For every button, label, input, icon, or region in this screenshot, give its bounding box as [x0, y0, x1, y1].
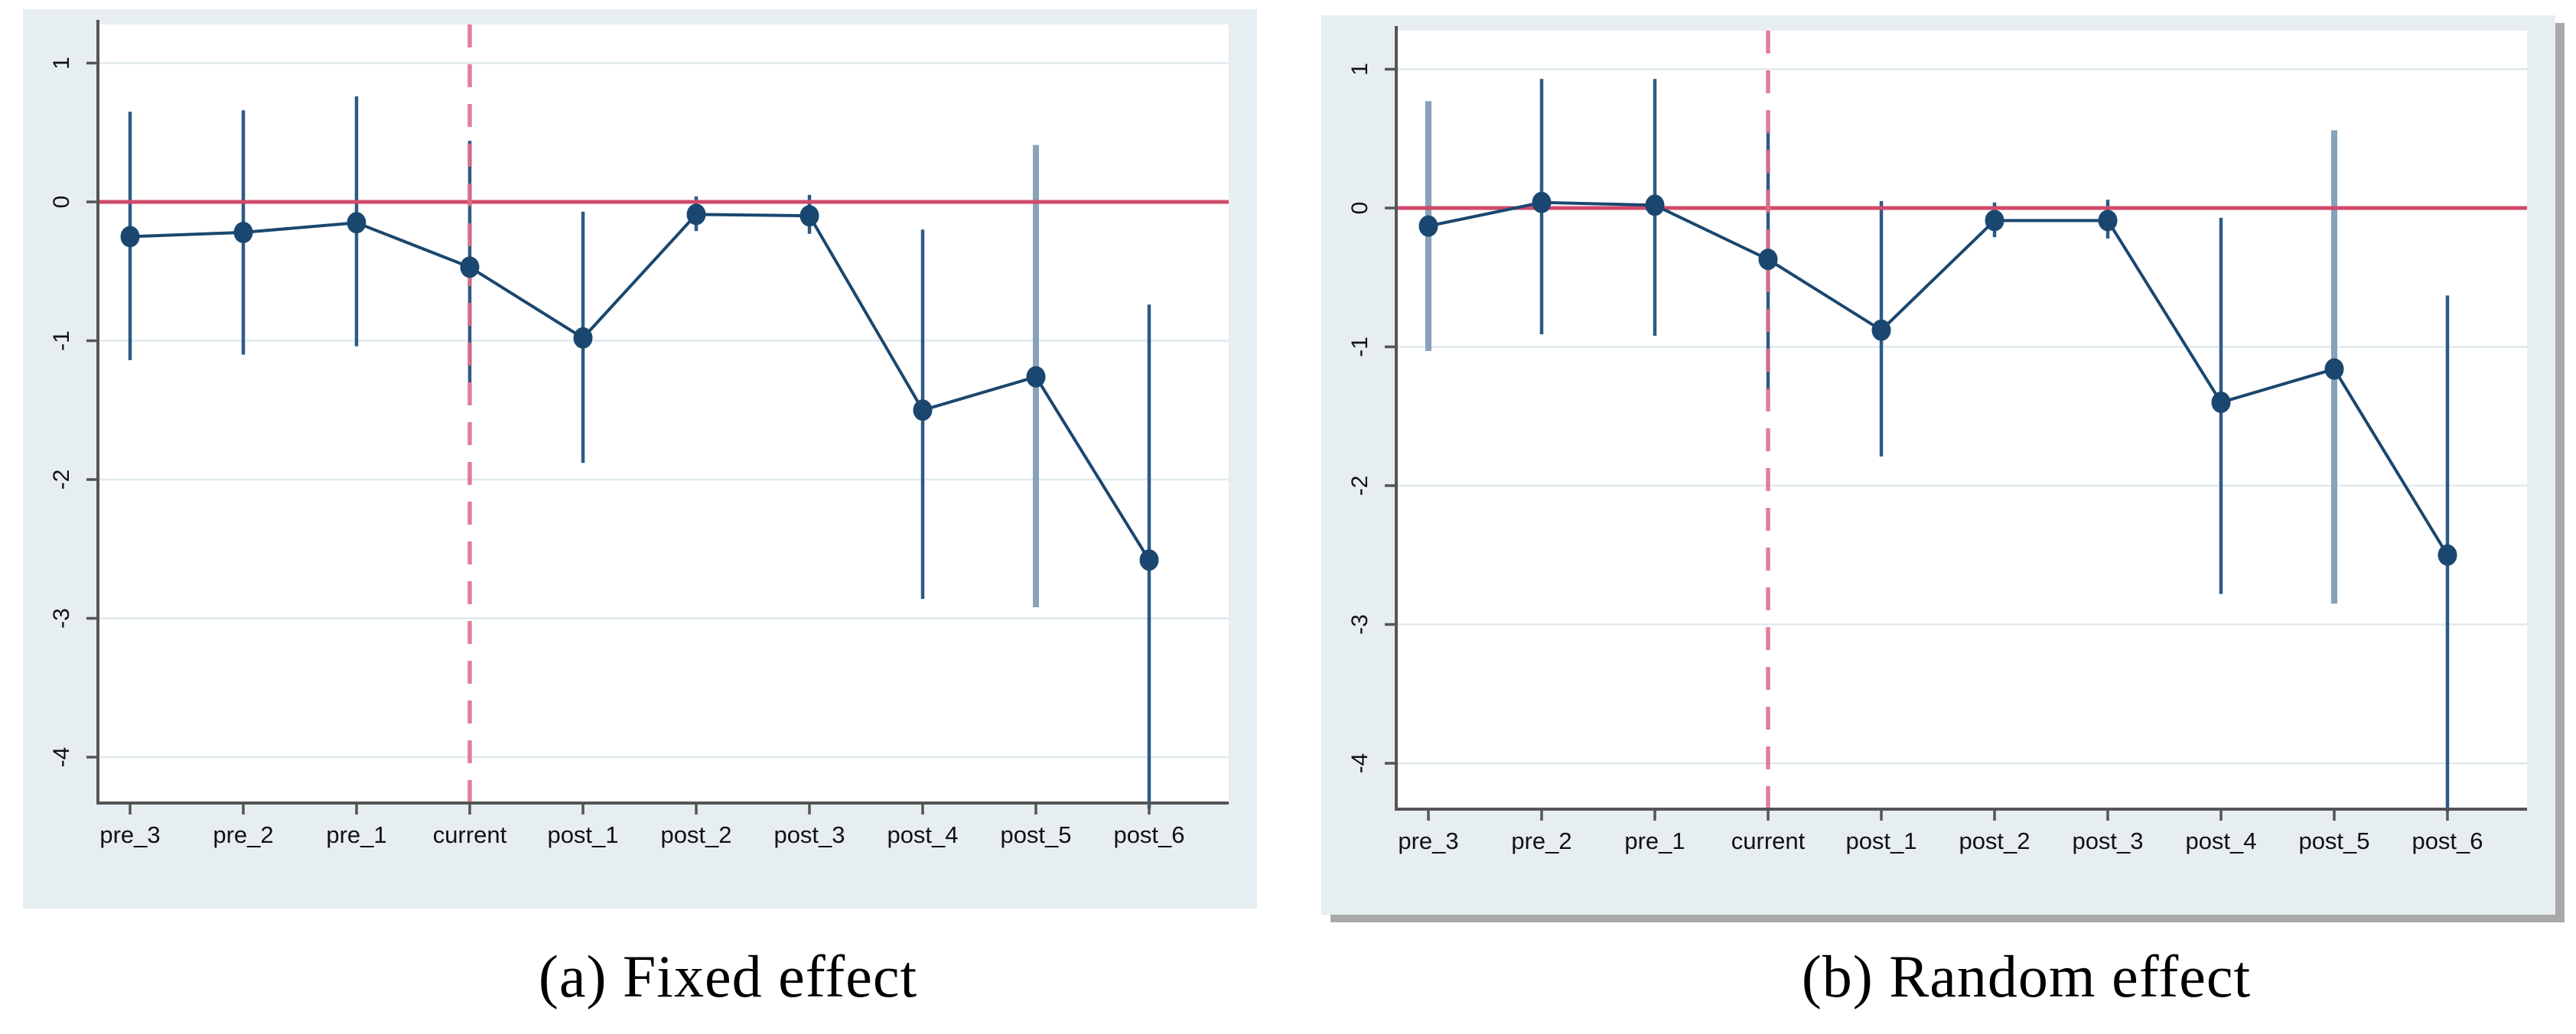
svg-text:post_6: post_6: [2412, 828, 2483, 854]
svg-text:post_5: post_5: [1000, 821, 1071, 848]
svg-text:-3: -3: [1347, 614, 1373, 635]
svg-text:post_4: post_4: [2185, 828, 2256, 854]
svg-text:pre_2: pre_2: [1511, 828, 1571, 854]
panel-random-effect: 1 0 -1 -2 -3 -4 pre_3 pre_2 pre_1 current post_1 po…: [1321, 15, 2555, 915]
svg-text:0: 0: [1347, 202, 1373, 215]
svg-text:pre_3: pre_3: [1398, 828, 1458, 854]
svg-text:pre_1: pre_1: [326, 821, 386, 848]
svg-text:pre_3: pre_3: [99, 821, 160, 848]
svg-text:post_3: post_3: [2072, 828, 2143, 854]
svg-text:post_2: post_2: [1959, 828, 2030, 854]
svg-text:post_3: post_3: [773, 821, 845, 848]
svg-text:post_6: post_6: [1113, 821, 1184, 848]
svg-text:-4: -4: [49, 747, 74, 768]
caption-random-effect: (b) Random effect: [1801, 943, 2252, 1010]
svg-text:-2: -2: [49, 470, 74, 490]
svg-text:current: current: [433, 821, 507, 848]
panel-fixed-effect: 1 0 -1 -2 -3 -4 pre_3 pre_2 pre_1 current post_1 po…: [23, 9, 1257, 909]
svg-text:current: current: [1731, 828, 1806, 854]
svg-text:post_2: post_2: [660, 821, 731, 848]
svg-text:post_1: post_1: [1845, 828, 1917, 854]
svg-text:post_5: post_5: [2298, 828, 2369, 854]
svg-text:-3: -3: [49, 608, 74, 629]
svg-text:-4: -4: [1347, 753, 1373, 774]
event-study-chart-fixed-effect: 1 0 -1 -2 -3 -4 pre_3 pre_2 pre_1 current post_1 po…: [23, 9, 1257, 909]
svg-text:-2: -2: [1347, 476, 1373, 496]
event-study-chart-random-effect: 1 0 -1 -2 -3 -4 pre_3 pre_2 pre_1 current post_1 po…: [1321, 15, 2555, 915]
svg-text:-1: -1: [49, 330, 74, 351]
svg-text:pre_2: pre_2: [213, 821, 273, 848]
svg-text:post_1: post_1: [547, 821, 618, 848]
svg-text:1: 1: [1347, 63, 1373, 76]
svg-text:-1: -1: [1347, 337, 1373, 357]
caption-fixed-effect: (a) Fixed effect: [538, 943, 918, 1010]
svg-text:pre_1: pre_1: [1624, 828, 1685, 854]
svg-text:post_4: post_4: [887, 821, 958, 848]
svg-text:0: 0: [49, 196, 74, 209]
svg-text:1: 1: [49, 57, 74, 70]
